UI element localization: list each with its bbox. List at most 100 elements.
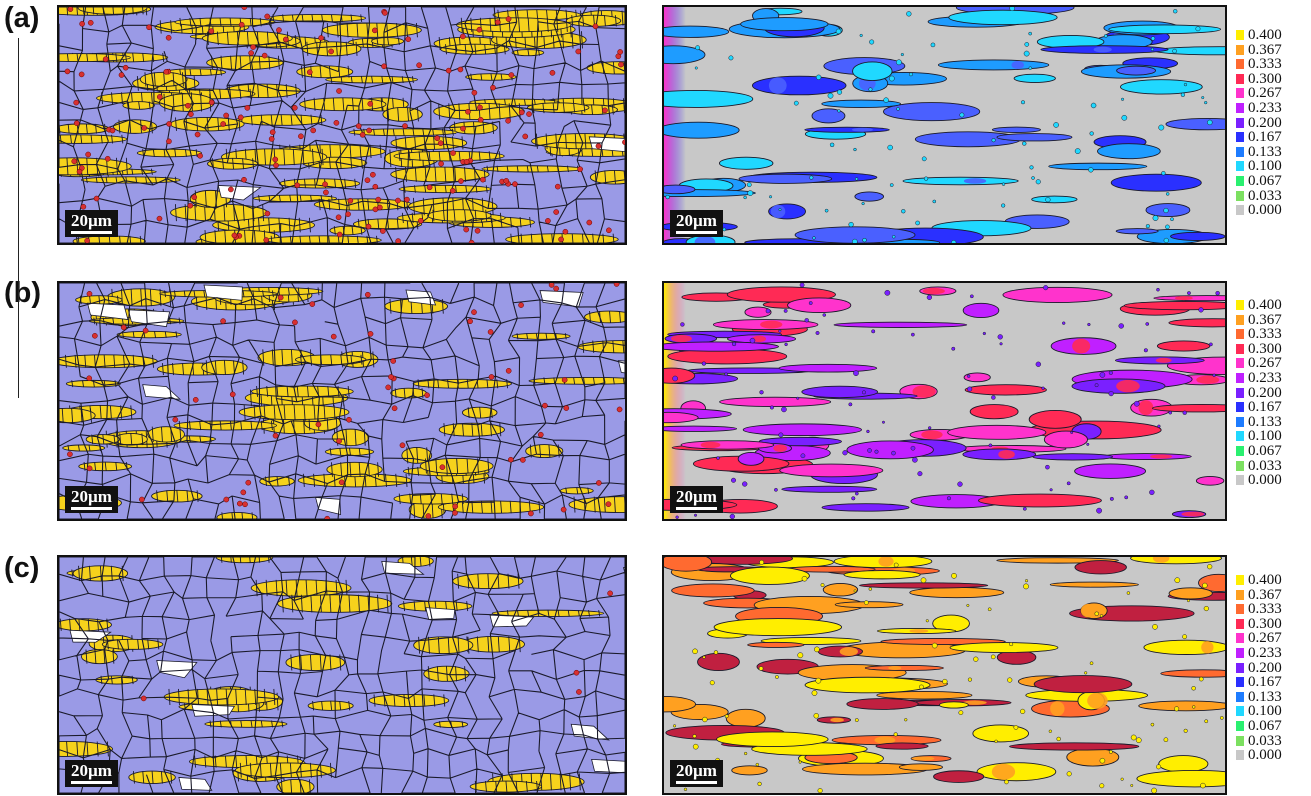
- legend-item: 0.400: [1236, 27, 1306, 43]
- legend-value: 0.033: [1248, 732, 1282, 749]
- row-label-b: (b): [4, 277, 42, 309]
- legend-value: 0.200: [1248, 384, 1282, 401]
- scale-bar-b-right: 20µm: [670, 486, 723, 513]
- legend-item: 0.067: [1236, 442, 1306, 459]
- legend-value: 0.133: [1248, 688, 1282, 705]
- scale-bar-c: 20µm: [65, 760, 118, 787]
- legend-item: 0.000: [1236, 747, 1306, 764]
- legend-value: 0.033: [1248, 457, 1282, 474]
- legend-value: 0.333: [1248, 56, 1282, 73]
- legend-value: 0.300: [1248, 340, 1282, 357]
- legend-item: 0.033: [1236, 457, 1306, 474]
- legend-swatch: [1236, 706, 1244, 717]
- legend-value: 0.367: [1248, 586, 1282, 603]
- legend-value: 0.100: [1248, 158, 1282, 175]
- legend-value: 0.067: [1248, 717, 1282, 734]
- legend-value: 0.300: [1248, 615, 1282, 632]
- legend-value: 0.200: [1248, 114, 1282, 131]
- legend-item: 0.100: [1236, 703, 1306, 720]
- legend-item: 0.133: [1236, 688, 1306, 705]
- legend-swatch: [1236, 750, 1244, 761]
- legend-value: 0.167: [1248, 399, 1282, 416]
- phase-map-b: 20µm: [57, 281, 627, 521]
- legend-value: 0.100: [1248, 703, 1282, 720]
- legend-value: 0.033: [1248, 187, 1282, 204]
- legend-value: 0.400: [1248, 27, 1282, 43]
- legend-swatch: [1236, 73, 1244, 84]
- legend-swatch: [1236, 30, 1244, 40]
- legend-item: 0.167: [1236, 129, 1306, 145]
- legend-swatch: [1236, 604, 1244, 615]
- legend-value: 0.333: [1248, 601, 1282, 618]
- legend-swatch: [1236, 59, 1244, 70]
- legend-value: 0.133: [1248, 413, 1282, 430]
- legend-item: 0.000: [1236, 202, 1306, 219]
- legend-swatch: [1236, 662, 1244, 673]
- legend-value: 0.167: [1248, 674, 1282, 691]
- legend-swatch: [1236, 475, 1244, 486]
- legend-item: 0.233: [1236, 369, 1306, 386]
- legend-swatch: [1236, 633, 1244, 644]
- legend-value: 0.267: [1248, 85, 1282, 102]
- legend-item: 0.267: [1236, 85, 1306, 102]
- legend-item: 0.000: [1236, 472, 1306, 489]
- legend-swatch: [1236, 618, 1244, 629]
- legend-item: 0.100: [1236, 428, 1306, 444]
- legend-swatch: [1236, 88, 1244, 99]
- legend-item: 0.300: [1236, 615, 1306, 632]
- legend-item: 0.033: [1236, 187, 1306, 204]
- legend-swatch: [1236, 314, 1244, 325]
- legend-item: 0.400: [1236, 572, 1306, 588]
- legend-swatch: [1236, 358, 1244, 369]
- legend-swatch: [1236, 735, 1244, 746]
- legend-item: 0.200: [1236, 114, 1306, 131]
- legend-item: 0.067: [1236, 717, 1306, 734]
- legend-swatch: [1236, 575, 1244, 585]
- legend-value: 0.000: [1248, 472, 1282, 489]
- legend-item: 0.167: [1236, 674, 1306, 691]
- scale-bar-c-right: 20µm: [670, 760, 723, 787]
- legend-value: 0.067: [1248, 442, 1282, 459]
- legend-swatch: [1236, 190, 1244, 201]
- legend-swatch: [1236, 343, 1244, 354]
- legend-value: 0.233: [1248, 99, 1282, 116]
- legend-item: 0.100: [1236, 158, 1306, 175]
- kam-map-b: 20µm: [662, 281, 1227, 521]
- row-label-c: (c): [4, 552, 40, 584]
- legend-swatch: [1236, 372, 1244, 383]
- legend-value: 0.000: [1248, 747, 1282, 764]
- divider-line: [18, 38, 19, 398]
- color-legend-c: 0.400 0.367 0.333 0.300 0.267 0.233 0.200 0.167…: [1236, 572, 1306, 764]
- legend-value: 0.267: [1248, 630, 1282, 647]
- legend-item: 0.300: [1236, 70, 1306, 87]
- scale-bar-a-right: 20µm: [670, 210, 723, 237]
- legend-item: 0.367: [1236, 586, 1306, 603]
- legend-item: 0.367: [1236, 311, 1306, 328]
- legend-value: 0.000: [1248, 202, 1282, 219]
- legend-swatch: [1236, 416, 1244, 427]
- legend-value: 0.200: [1248, 659, 1282, 676]
- legend-swatch: [1236, 460, 1244, 471]
- legend-item: 0.333: [1236, 56, 1306, 73]
- legend-value: 0.133: [1248, 143, 1282, 160]
- phase-map-a: 20µm: [57, 5, 627, 245]
- legend-item: 0.267: [1236, 630, 1306, 647]
- legend-value: 0.067: [1248, 172, 1282, 189]
- legend-swatch: [1236, 146, 1244, 157]
- legend-value: 0.233: [1248, 369, 1282, 386]
- legend-swatch: [1236, 589, 1244, 600]
- legend-value: 0.300: [1248, 70, 1282, 87]
- legend-swatch: [1236, 329, 1244, 340]
- legend-swatch: [1236, 387, 1244, 398]
- kam-map-a: 20µm: [662, 5, 1227, 245]
- legend-swatch: [1236, 300, 1244, 310]
- legend-item: 0.333: [1236, 326, 1306, 342]
- scale-bar-a: 20µm: [65, 210, 118, 237]
- kam-map-c: 20µm: [662, 555, 1227, 795]
- legend-item: 0.033: [1236, 732, 1306, 749]
- legend-swatch: [1236, 677, 1244, 688]
- legend-value: 0.367: [1248, 311, 1282, 328]
- row-label-a: (a): [4, 2, 40, 34]
- legend-item: 0.333: [1236, 601, 1306, 618]
- scale-bar-b: 20µm: [65, 486, 118, 513]
